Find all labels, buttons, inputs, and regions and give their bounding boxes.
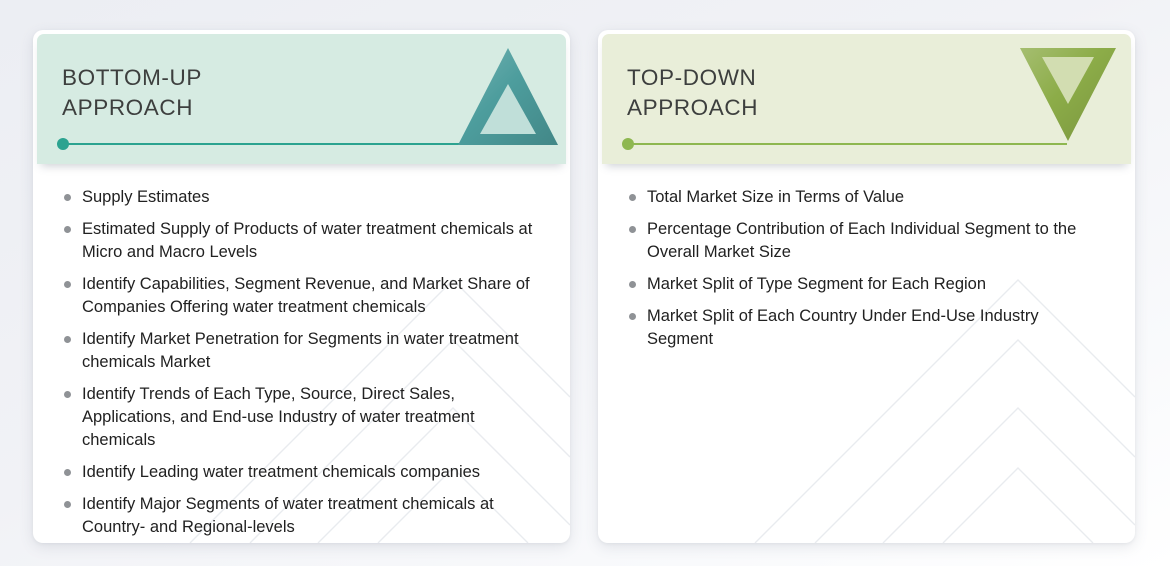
list-item-text: Identify Market Penetration for Segments… [82, 330, 519, 371]
bullet-dot-icon [64, 281, 71, 288]
list-item: Total Market Size in Terms of Value [629, 186, 1109, 209]
bullet-dot-icon [64, 469, 71, 476]
list-item-text: Identify Capabilities, Segment Revenue, … [82, 275, 530, 316]
list-item: Supply Estimates [64, 186, 544, 209]
list-item-text: Market Split of Each Country Under End-U… [647, 307, 1039, 348]
title-line-1: TOP-DOWN [627, 65, 757, 90]
top-down-panel: TOP-DOWN APPROACH Total Market Size in T… [598, 30, 1135, 543]
bullet-dot-icon [64, 194, 71, 201]
list-item-text: Identify Major Segments of water treatme… [82, 495, 494, 536]
bullet-dot-icon [64, 501, 71, 508]
bottom-up-header: BOTTOM-UP APPROACH [37, 34, 566, 164]
list-item-text: Estimated Supply of Products of water tr… [82, 220, 533, 261]
bullet-dot-icon [64, 226, 71, 233]
list-item-text: Total Market Size in Terms of Value [647, 188, 905, 206]
top-down-list: Total Market Size in Terms of Value Perce… [629, 186, 1109, 360]
triangle-up-icon [458, 48, 558, 145]
accent-dot-icon [622, 138, 634, 150]
list-item: Identify Capabilities, Segment Revenue, … [64, 273, 544, 319]
triangle-down-icon [1020, 48, 1116, 141]
list-item: Identify Market Penetration for Segments… [64, 328, 544, 374]
list-item-text: Identify Leading water treatment chemica… [82, 463, 481, 481]
list-item-text: Supply Estimates [82, 188, 210, 206]
bullet-dot-icon [629, 226, 636, 233]
list-item-text: Percentage Contribution of Each Individu… [647, 220, 1077, 261]
bullet-dot-icon [64, 336, 71, 343]
bottom-up-title: BOTTOM-UP APPROACH [62, 63, 202, 123]
triangle-up-inner-icon [480, 84, 536, 134]
bullet-dot-icon [629, 313, 636, 320]
bottom-up-panel: BOTTOM-UP APPROACH Supply Estimates Estim… [33, 30, 570, 543]
triangle-down-inner-icon [1042, 57, 1094, 104]
list-item-text: Market Split of Type Segment for Each Re… [647, 275, 987, 293]
title-line-2: APPROACH [62, 95, 194, 120]
list-item: Percentage Contribution of Each Individu… [629, 218, 1109, 264]
accent-line [622, 138, 1067, 150]
list-item: Market Split of Each Country Under End-U… [629, 305, 1109, 351]
list-item: Estimated Supply of Products of water tr… [64, 218, 544, 264]
bullet-dot-icon [64, 391, 71, 398]
bottom-up-list: Supply Estimates Estimated Supply of Prod… [64, 186, 544, 543]
title-line-2: APPROACH [627, 95, 759, 120]
accent-line [57, 138, 556, 150]
bullet-dot-icon [629, 281, 636, 288]
list-item: Identify Major Segments of water treatme… [64, 493, 544, 539]
top-down-title: TOP-DOWN APPROACH [627, 63, 758, 123]
title-line-1: BOTTOM-UP [62, 65, 202, 90]
list-item-text: Identify Trends of Each Type, Source, Di… [82, 385, 475, 449]
list-item: Identify Trends of Each Type, Source, Di… [64, 383, 544, 452]
top-down-header: TOP-DOWN APPROACH [602, 34, 1131, 164]
bullet-dot-icon [629, 194, 636, 201]
list-item: Identify Leading water treatment chemica… [64, 461, 544, 484]
accent-dot-icon [57, 138, 69, 150]
list-item: Market Split of Type Segment for Each Re… [629, 273, 1109, 296]
